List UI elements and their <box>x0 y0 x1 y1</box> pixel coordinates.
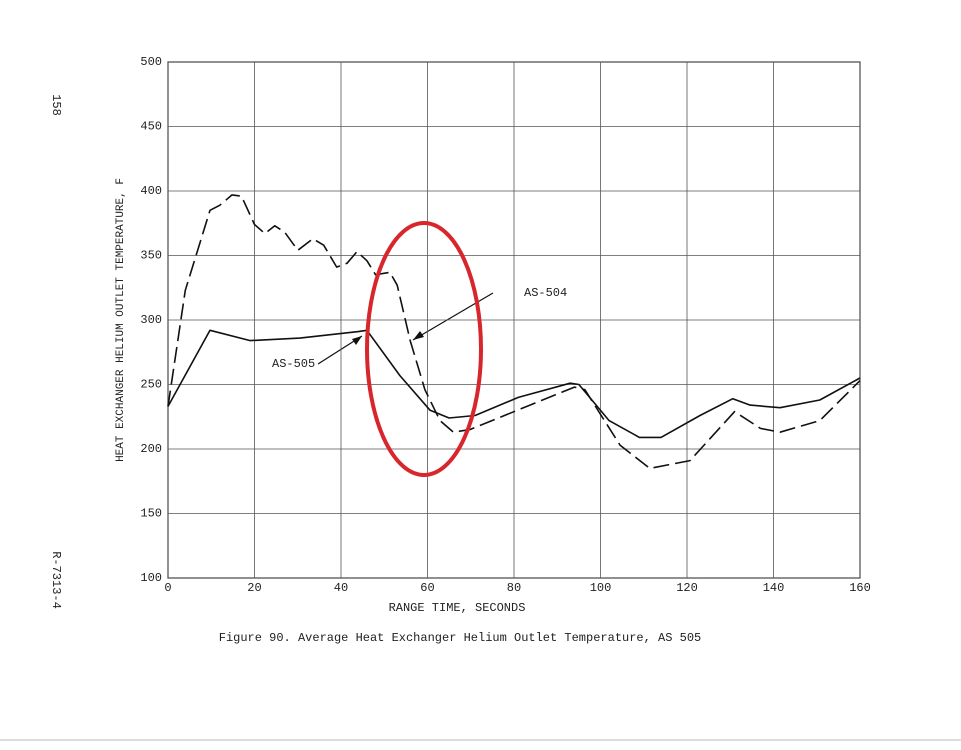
series-label: AS-505 <box>272 357 315 371</box>
caption: Figure 90. Average Heat Exchanger Helium… <box>219 631 701 645</box>
x-tick-label: 100 <box>590 581 612 595</box>
x-tick-label: 20 <box>247 581 261 595</box>
x-tick-label: 160 <box>849 581 871 595</box>
series-label: AS-504 <box>524 286 567 300</box>
series-line <box>167 194 861 470</box>
y-tick-label: 250 <box>140 378 162 392</box>
x-tick-label: 0 <box>164 581 171 595</box>
y-tick-label: 300 <box>140 313 162 327</box>
x-tick-label: 140 <box>763 581 785 595</box>
x-tick-label: 60 <box>420 581 434 595</box>
report-number: R-7313-4 <box>49 551 63 609</box>
arrowhead <box>352 336 362 345</box>
arrowhead <box>413 331 424 340</box>
y-tick-label: 450 <box>140 120 162 134</box>
leader-line <box>412 292 494 341</box>
y-tick-label: 100 <box>140 571 162 585</box>
y-tick-label: 200 <box>140 442 162 456</box>
y-tick-label: 500 <box>140 55 162 69</box>
y-tick-label: 350 <box>140 249 162 263</box>
page-number: 158 <box>49 94 63 116</box>
highlight-ellipse <box>365 221 483 477</box>
x-tick-label: 80 <box>507 581 521 595</box>
y-tick-label: 150 <box>140 507 162 521</box>
x-tick-label: 120 <box>676 581 698 595</box>
x-axis-label: RANGE TIME, SECONDS <box>389 601 526 615</box>
y-tick-label: 400 <box>140 184 162 198</box>
x-tick-label: 40 <box>334 581 348 595</box>
series-line <box>167 329 861 439</box>
y-axis-label: HEAT EXCHANGER HELIUM OUTLET TEMPERATURE… <box>115 178 127 462</box>
